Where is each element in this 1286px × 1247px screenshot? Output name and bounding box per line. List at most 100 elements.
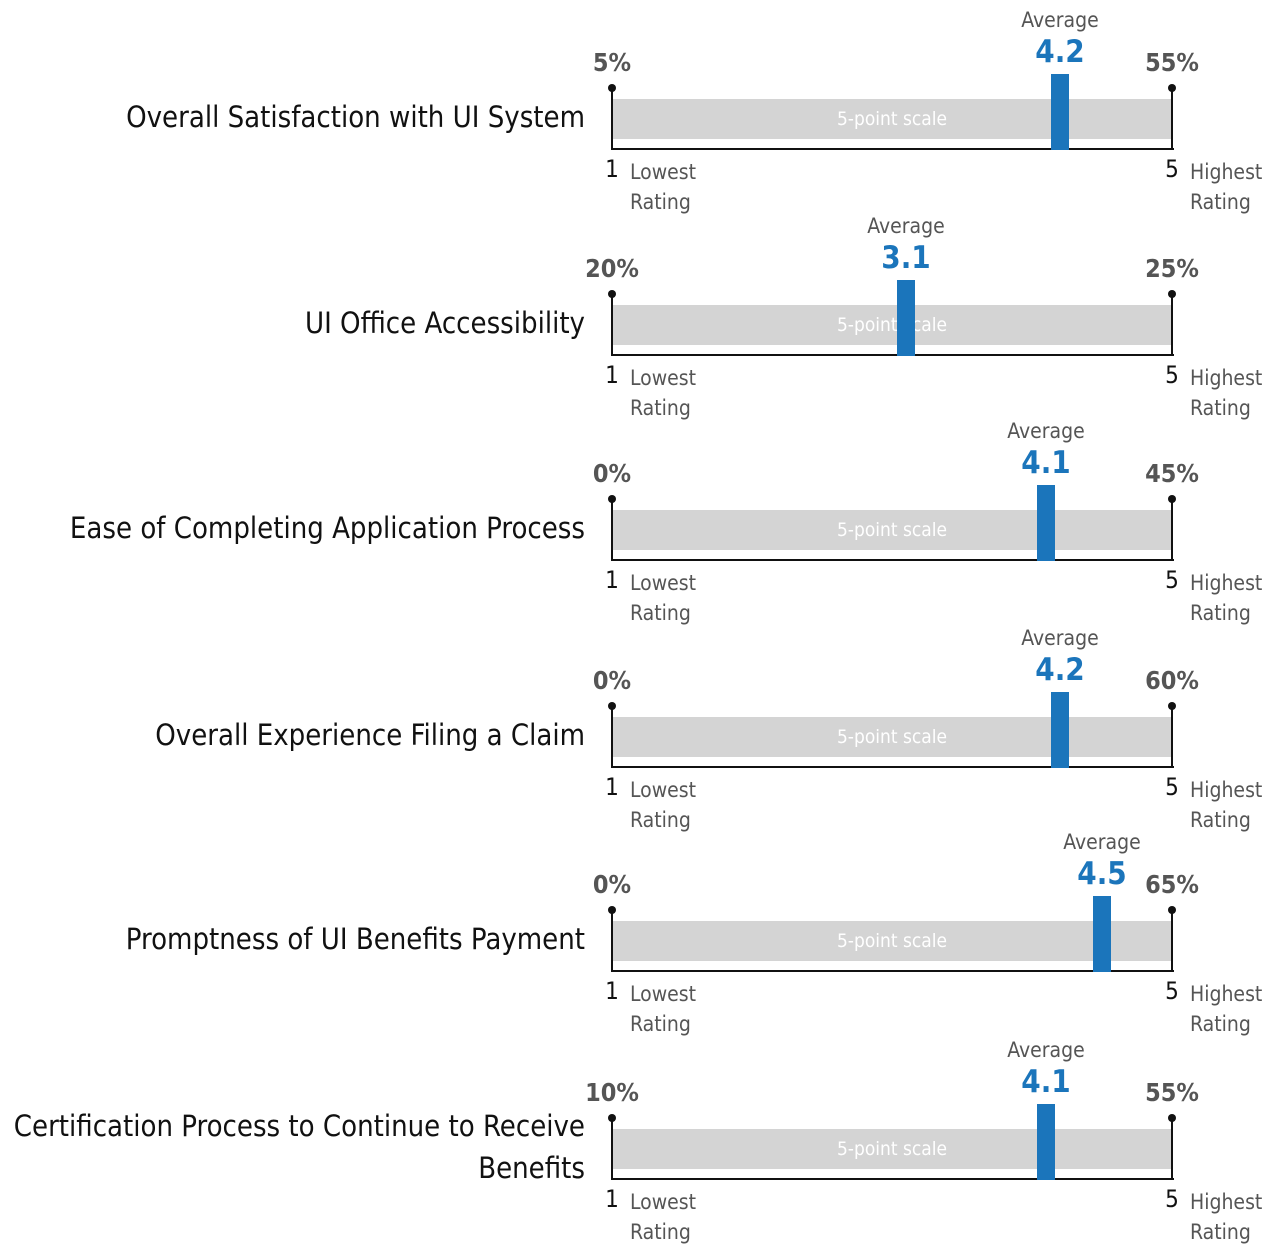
average-bar bbox=[897, 280, 915, 356]
tick-dot bbox=[608, 84, 616, 92]
tick-note: Highest Rating bbox=[1190, 160, 1263, 214]
tick-dot bbox=[1168, 495, 1176, 503]
row-label: Overall Satisfaction with UI System bbox=[126, 100, 585, 134]
tick-dot bbox=[1168, 906, 1176, 914]
row-label: UI Office Accessibility bbox=[304, 306, 585, 340]
x-tick-label: 5 bbox=[1165, 1185, 1179, 1213]
average-title: Average bbox=[1021, 8, 1099, 32]
end-share: 25% bbox=[1145, 254, 1199, 283]
tick-note: Lowest Rating bbox=[630, 366, 697, 420]
average-bar bbox=[1051, 692, 1069, 768]
tick-dot bbox=[1168, 290, 1176, 298]
average-value: 4.2 bbox=[1035, 652, 1085, 688]
tick-line bbox=[1171, 499, 1173, 561]
tick-line bbox=[611, 706, 613, 768]
baseline bbox=[612, 766, 1174, 768]
end-share: 65% bbox=[1145, 870, 1199, 899]
tick-note: Highest Rating bbox=[1190, 366, 1263, 420]
tick-dot bbox=[608, 1114, 616, 1122]
baseline bbox=[612, 559, 1174, 561]
end-share: 45% bbox=[1145, 459, 1199, 488]
average-bar bbox=[1051, 74, 1069, 150]
x-tick-label: 5 bbox=[1165, 566, 1179, 594]
tick-dot bbox=[608, 290, 616, 298]
scale-bar bbox=[613, 99, 1171, 139]
end-share: 0% bbox=[592, 666, 632, 695]
end-share: 0% bbox=[592, 459, 632, 488]
scale-bar bbox=[613, 305, 1171, 345]
scale-label: 5-point scale bbox=[836, 930, 948, 952]
tick-note: Highest Rating bbox=[1190, 778, 1263, 832]
average-title: Average bbox=[867, 214, 945, 238]
tick-line bbox=[611, 294, 613, 356]
end-share: 10% bbox=[585, 1078, 639, 1107]
baseline bbox=[612, 354, 1174, 356]
tick-dot bbox=[608, 906, 616, 914]
x-tick-label: 5 bbox=[1165, 773, 1179, 801]
average-bar bbox=[1037, 1104, 1055, 1180]
tick-note: Highest Rating bbox=[1190, 571, 1263, 625]
average-bar bbox=[1093, 896, 1111, 972]
row-label: Overall Experience Filing a Claim bbox=[155, 718, 585, 752]
scale-label: 5-point scale bbox=[836, 519, 948, 541]
x-tick-label: 5 bbox=[1165, 155, 1179, 183]
average-value: 3.1 bbox=[881, 240, 931, 276]
tick-dot bbox=[608, 495, 616, 503]
average-value: 4.2 bbox=[1035, 34, 1085, 70]
average-value: 4.1 bbox=[1021, 445, 1071, 481]
tick-note: Lowest Rating bbox=[630, 571, 697, 625]
end-share: 55% bbox=[1145, 1078, 1199, 1107]
x-tick-label: 1 bbox=[605, 1185, 619, 1213]
row-label: Ease of Completing Application Process bbox=[69, 511, 585, 545]
tick-line bbox=[1171, 294, 1173, 356]
x-tick-label: 1 bbox=[605, 773, 619, 801]
tick-note: Lowest Rating bbox=[630, 778, 697, 832]
x-tick-label: 1 bbox=[605, 361, 619, 389]
scale-label: 5-point scale bbox=[836, 108, 948, 130]
average-title: Average bbox=[1063, 830, 1141, 854]
scale-label: 5-point scale bbox=[836, 1138, 948, 1160]
end-share: 20% bbox=[585, 254, 639, 283]
tick-dot bbox=[1168, 702, 1176, 710]
tick-line bbox=[1171, 1118, 1173, 1180]
average-value: 4.5 bbox=[1077, 856, 1127, 892]
tick-line bbox=[611, 88, 613, 150]
x-tick-label: 1 bbox=[605, 155, 619, 183]
end-share: 5% bbox=[592, 48, 632, 77]
x-tick-label: 5 bbox=[1165, 977, 1179, 1005]
scale-bar bbox=[613, 921, 1171, 961]
tick-line bbox=[611, 499, 613, 561]
baseline bbox=[612, 1178, 1174, 1180]
tick-line bbox=[1171, 88, 1173, 150]
tick-dot bbox=[608, 702, 616, 710]
row-label: Certification Process to Continue to Rec… bbox=[13, 1109, 585, 1185]
scale-label: 5-point scale bbox=[836, 726, 948, 748]
tick-note: Highest Rating bbox=[1190, 1190, 1263, 1244]
end-share: 0% bbox=[592, 870, 632, 899]
scale-bar bbox=[613, 1129, 1171, 1169]
average-title: Average bbox=[1021, 626, 1099, 650]
tick-line bbox=[1171, 706, 1173, 768]
end-share: 60% bbox=[1145, 666, 1199, 695]
scale-bar bbox=[613, 717, 1171, 757]
scale-bar bbox=[613, 510, 1171, 550]
average-value: 4.1 bbox=[1021, 1064, 1071, 1100]
average-title: Average bbox=[1007, 419, 1085, 443]
x-tick-label: 5 bbox=[1165, 361, 1179, 389]
tick-line bbox=[611, 1118, 613, 1180]
tick-line bbox=[1171, 910, 1173, 972]
tick-dot bbox=[1168, 1114, 1176, 1122]
x-tick-label: 1 bbox=[605, 566, 619, 594]
tick-note: Lowest Rating bbox=[630, 1190, 697, 1244]
tick-note: Lowest Rating bbox=[630, 160, 697, 214]
baseline bbox=[612, 148, 1174, 150]
end-share: 55% bbox=[1145, 48, 1199, 77]
tick-line bbox=[611, 910, 613, 972]
scale-label: 5-point scale bbox=[836, 314, 948, 336]
tick-dot bbox=[1168, 84, 1176, 92]
tick-note: Lowest Rating bbox=[630, 982, 697, 1036]
x-tick-label: 1 bbox=[605, 977, 619, 1005]
average-title: Average bbox=[1007, 1038, 1085, 1062]
baseline bbox=[612, 970, 1174, 972]
